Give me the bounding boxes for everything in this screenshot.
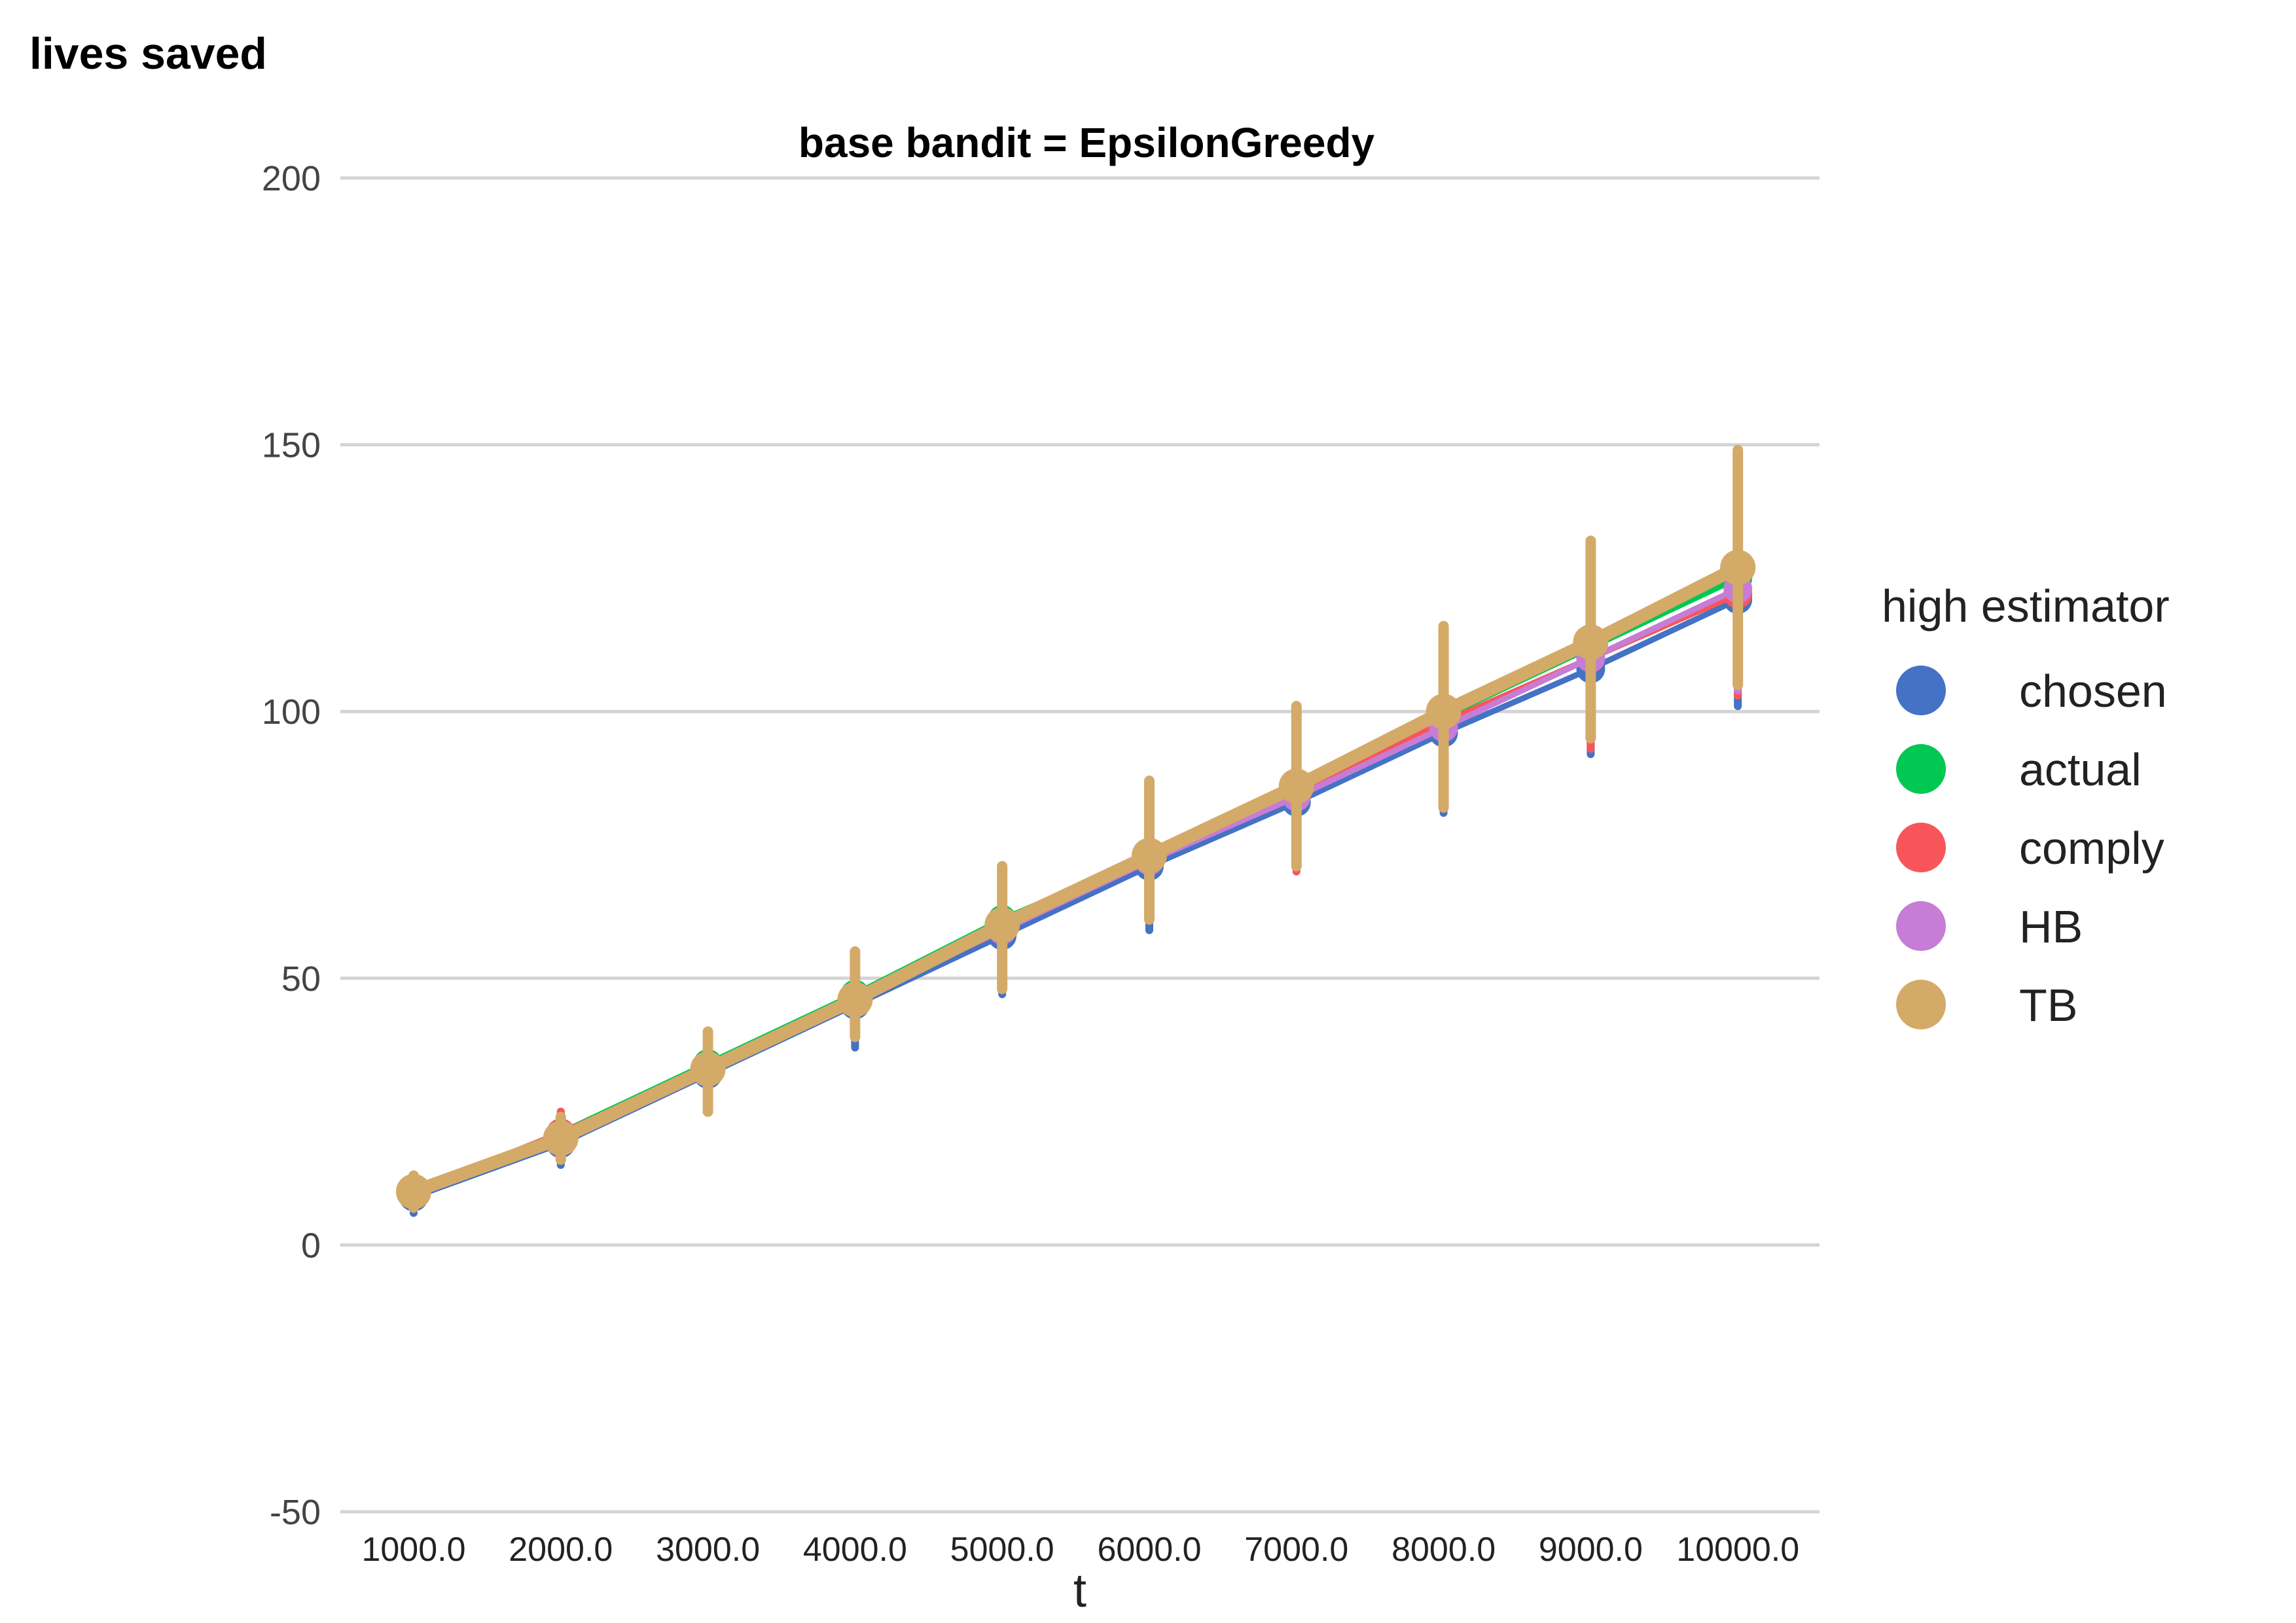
legend-swatch xyxy=(1896,980,1946,1029)
series-group xyxy=(396,444,1756,1217)
chart-title: base bandit = EpsilonGreedy xyxy=(798,119,1375,166)
x-axis-ticks: 1000.0 2000.0 3000.0 4000.0 5000.0 6000.0 7000… xyxy=(361,1531,1799,1569)
series-line xyxy=(411,562,1741,1198)
legend-label: HB xyxy=(2019,901,2083,952)
x-axis-label: t xyxy=(1073,1565,1086,1617)
y-axis-label: lives saved xyxy=(29,29,267,79)
data-point xyxy=(543,1120,579,1156)
x-tick-label: 6000.0 xyxy=(1097,1531,1201,1569)
y-tick-label: 200 xyxy=(262,159,321,198)
y-tick-label: -50 xyxy=(270,1493,321,1532)
x-tick-label: 10000.0 xyxy=(1676,1531,1799,1569)
series-comply xyxy=(399,478,1753,1212)
y-tick-label: 150 xyxy=(262,426,321,465)
legend-swatch xyxy=(1896,823,1946,872)
gridlines xyxy=(340,176,1820,1514)
x-tick-label: 9000.0 xyxy=(1539,1531,1643,1569)
x-tick-label: 3000.0 xyxy=(656,1531,760,1569)
data-point xyxy=(1426,694,1462,730)
series-HB xyxy=(399,473,1753,1212)
legend-swatch xyxy=(1896,744,1946,794)
legend-swatch xyxy=(1896,901,1946,951)
legend-swatch xyxy=(1896,666,1946,715)
legend-items: chosen actual comply HB TB xyxy=(1896,666,2167,1031)
y-tick-label: 0 xyxy=(301,1226,321,1265)
data-point xyxy=(396,1173,431,1209)
data-point xyxy=(1720,550,1756,586)
data-point xyxy=(1132,838,1167,874)
legend-label: comply xyxy=(2019,823,2164,874)
x-tick-label: 5000.0 xyxy=(950,1531,1054,1569)
data-point xyxy=(1573,624,1609,660)
data-point xyxy=(690,1051,726,1087)
data-point xyxy=(837,982,873,1018)
x-tick-label: 8000.0 xyxy=(1391,1531,1496,1569)
series-chosen xyxy=(399,483,1753,1217)
legend-label: actual xyxy=(2019,744,2142,795)
x-tick-label: 2000.0 xyxy=(509,1531,613,1569)
y-tick-label: 50 xyxy=(281,959,321,999)
legend: high estimator chosen actual comply HB TB xyxy=(1882,580,2170,1031)
y-tick-label: 100 xyxy=(262,692,321,732)
series-actual xyxy=(399,467,1753,1212)
data-point xyxy=(1278,768,1314,804)
legend-label: TB xyxy=(2019,980,2077,1031)
x-tick-label: 4000.0 xyxy=(803,1531,907,1569)
x-tick-label: 1000.0 xyxy=(361,1531,465,1569)
series-TB xyxy=(396,444,1756,1213)
legend-label: chosen xyxy=(2019,666,2167,717)
x-tick-label: 7000.0 xyxy=(1244,1531,1348,1569)
y-axis-ticks: -50 0 50 100 150 200 xyxy=(262,159,321,1532)
data-point xyxy=(984,907,1020,943)
legend-title: high estimator xyxy=(1882,580,2170,632)
